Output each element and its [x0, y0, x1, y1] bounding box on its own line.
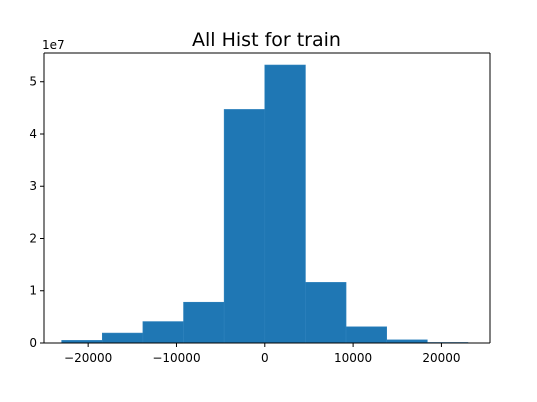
x-axis-ticks: −20000 −10000 0 10000 20000 [64, 343, 461, 365]
y-tick-label: 0 [29, 336, 37, 350]
histogram-bar [183, 301, 225, 344]
histogram-bar [223, 109, 266, 344]
y-tick-label: 3 [29, 179, 37, 193]
histogram-bars [61, 64, 469, 344]
axes [43, 52, 491, 344]
y-tick-label: 4 [29, 127, 37, 141]
x-tick-label: −10000 [152, 351, 200, 365]
y-tick-label: 1 [29, 284, 37, 298]
x-tick-label: 20000 [422, 351, 460, 365]
x-tick-label: 0 [261, 351, 269, 365]
histogram-bar [264, 64, 306, 344]
y-axis-offset-label: 1e7 [42, 38, 65, 52]
histogram-bar [305, 282, 347, 344]
y-tick-label: 2 [29, 231, 37, 245]
y-axis-ticks: 0 1 2 3 4 5 [29, 75, 44, 350]
chart-title: All Hist for train [192, 29, 341, 51]
histogram-bar [142, 321, 184, 344]
histogram-bar [345, 326, 387, 344]
y-tick-label: 5 [29, 75, 37, 89]
x-tick-label: −20000 [64, 351, 112, 365]
histogram-bar [101, 332, 144, 344]
x-tick-label: 10000 [334, 351, 372, 365]
